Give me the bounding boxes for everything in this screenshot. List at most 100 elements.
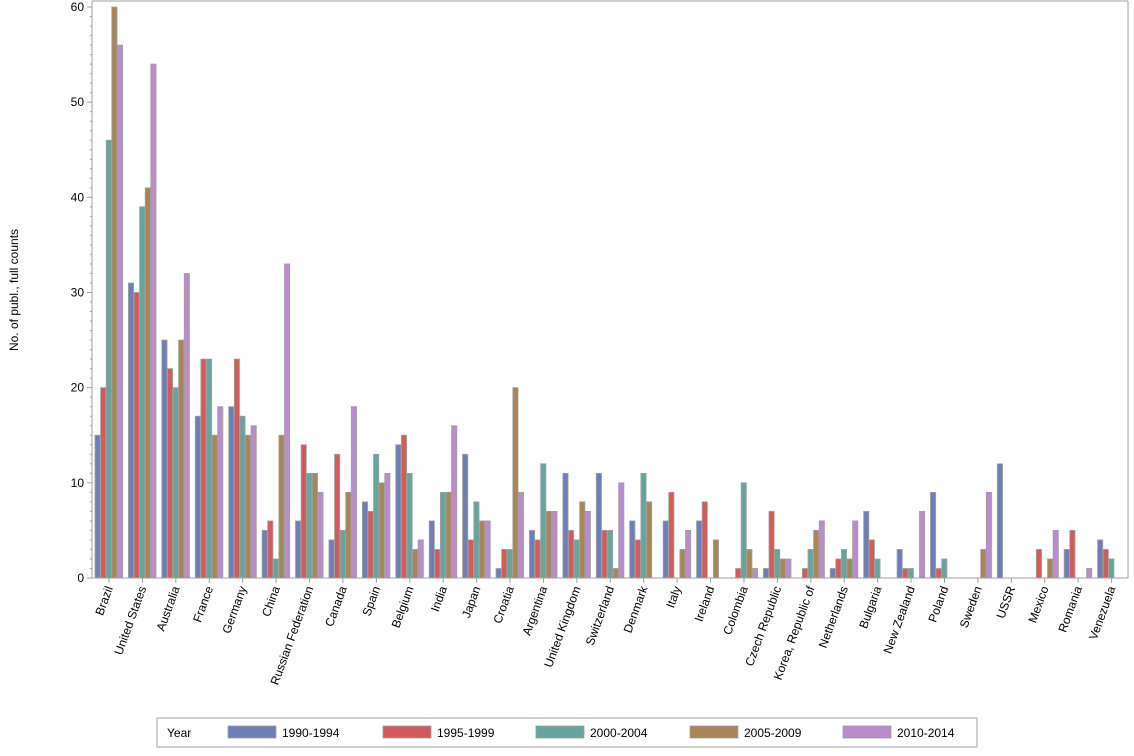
x-tick-label: Japan [459, 584, 483, 620]
bar-canada-2000-2004 [339, 530, 346, 579]
bar-russian-federation-1995-1999 [300, 444, 307, 579]
bar-belgium-2000-2004 [406, 472, 413, 579]
bar-germany-2010-2014 [250, 425, 257, 579]
x-tick-label: Brazil [92, 584, 115, 617]
bar-netherlands-1995-1999 [835, 558, 842, 579]
bar-switzerland-2010-2014 [618, 482, 625, 579]
x-tick-label: Spain [360, 584, 384, 618]
bar-united-kingdom-1995-1999 [568, 530, 575, 579]
bar-brazil-2010-2014 [117, 44, 124, 579]
x-tick-label: Argentina [520, 584, 551, 637]
y-tick-label: 40 [71, 190, 85, 204]
bar-india-2010-2014 [451, 425, 458, 579]
bar-belgium-1990-1994 [395, 444, 402, 579]
bar-new-zealand-2010-2014 [919, 510, 926, 579]
legend-swatch-1990-1994 [227, 725, 277, 739]
y-tick-label: 0 [77, 571, 84, 585]
bar-venezuela-1995-1999 [1102, 549, 1109, 579]
bar-united-kingdom-1990-1994 [562, 472, 569, 579]
x-tick-label: China [259, 584, 283, 619]
bar-italy-2005-2009 [679, 549, 686, 579]
bar-india-2000-2004 [439, 491, 446, 579]
bar-brazil-1990-1994 [94, 434, 101, 579]
x-tick-label: United States [111, 584, 149, 656]
legend-label: 2000-2004 [590, 726, 648, 740]
y-tick-label: 50 [71, 95, 85, 109]
bar-brazil-2005-2009 [111, 6, 118, 579]
bar-korea-republic-of-2000-2004 [807, 549, 814, 579]
bar-spain-2005-2009 [378, 482, 385, 579]
bar-australia-2000-2004 [172, 387, 179, 579]
bar-new-zealand-2000-2004 [907, 568, 914, 579]
bar-germany-2000-2004 [239, 415, 246, 579]
bar-italy-1990-1994 [662, 520, 669, 579]
bar-czech-republic-1995-1999 [768, 510, 775, 579]
x-tick-label: Colombia [720, 584, 751, 637]
bar-argentina-2000-2004 [540, 463, 547, 579]
bar-korea-republic-of-2005-2009 [813, 530, 820, 579]
bar-canada-1990-1994 [328, 539, 335, 579]
legend-label: 1995-1999 [437, 726, 495, 740]
legend-label: 1990-1994 [282, 726, 340, 740]
bar-czech-republic-2000-2004 [774, 549, 781, 579]
bar-spain-2010-2014 [384, 472, 391, 579]
bar-united-kingdom-2005-2009 [579, 501, 586, 579]
bar-croatia-1990-1994 [495, 568, 502, 579]
bar-croatia-2000-2004 [506, 549, 513, 579]
bar-japan-1990-1994 [462, 453, 469, 579]
x-tick-label: Italy [663, 584, 684, 609]
legend-swatch-2005-2009 [689, 725, 739, 739]
legend-swatch-2000-2004 [535, 725, 585, 739]
bar-india-1995-1999 [434, 549, 441, 579]
bar-united-kingdom-2000-2004 [573, 539, 580, 579]
bar-japan-2010-2014 [484, 520, 491, 579]
bar-russian-federation-2010-2014 [317, 491, 324, 579]
bar-china-2010-2014 [284, 263, 291, 579]
bar-china-2005-2009 [278, 434, 285, 579]
x-tick-label: India [428, 584, 450, 614]
bar-denmark-1995-1999 [634, 539, 641, 579]
x-tick-label: Romania [1055, 584, 1085, 634]
bar-colombia-1995-1999 [735, 568, 742, 579]
y-tick-label: 30 [71, 286, 85, 300]
bar-colombia-2000-2004 [740, 482, 747, 579]
bar-united-kingdom-2010-2014 [584, 510, 591, 579]
bar-italy-2010-2014 [685, 530, 692, 579]
bar-india-1990-1994 [428, 520, 435, 579]
bar-poland-1995-1999 [935, 568, 942, 579]
x-tick-label: Poland [925, 584, 951, 624]
bar-spain-1995-1999 [367, 510, 374, 579]
bar-bulgaria-1995-1999 [868, 539, 875, 579]
bar-italy-1995-1999 [668, 491, 675, 579]
bar-china-2000-2004 [272, 558, 279, 579]
x-tick-label: Sweden [957, 584, 985, 630]
bar-japan-1995-1999 [467, 539, 474, 579]
x-tick-label: United Kingdom [541, 584, 583, 669]
bar-belgium-2010-2014 [417, 539, 424, 579]
bar-romania-1995-1999 [1069, 530, 1076, 579]
x-tick-label: Switzerland [583, 584, 617, 647]
bar-france-2010-2014 [217, 406, 224, 579]
bar-czech-republic-2010-2014 [785, 558, 792, 579]
bar-denmark-1990-1994 [629, 520, 636, 579]
bar-germany-1995-1999 [233, 358, 240, 579]
x-tick-label: Netherlands [816, 584, 851, 650]
bar-czech-republic-2005-2009 [779, 558, 786, 579]
bar-korea-republic-of-2010-2014 [818, 520, 825, 579]
x-tick-label: Croatia [490, 584, 516, 625]
bar-switzerland-2005-2009 [612, 568, 619, 579]
bar-switzerland-1990-1994 [595, 472, 602, 579]
x-tick-label: Canada [322, 584, 350, 629]
bar-france-2005-2009 [211, 434, 218, 579]
legend-swatch-2010-2014 [842, 725, 892, 739]
bar-canada-2010-2014 [350, 406, 357, 579]
bar-croatia-2005-2009 [512, 387, 519, 579]
legend-label: 2010-2014 [897, 726, 955, 740]
bar-india-2005-2009 [445, 491, 452, 579]
x-tick-label: France [190, 584, 216, 624]
x-tick-label: Mexico [1025, 584, 1051, 625]
y-tick-label: 60 [71, 0, 85, 14]
bar-spain-2000-2004 [373, 453, 380, 579]
y-tick-label: 10 [71, 476, 85, 490]
